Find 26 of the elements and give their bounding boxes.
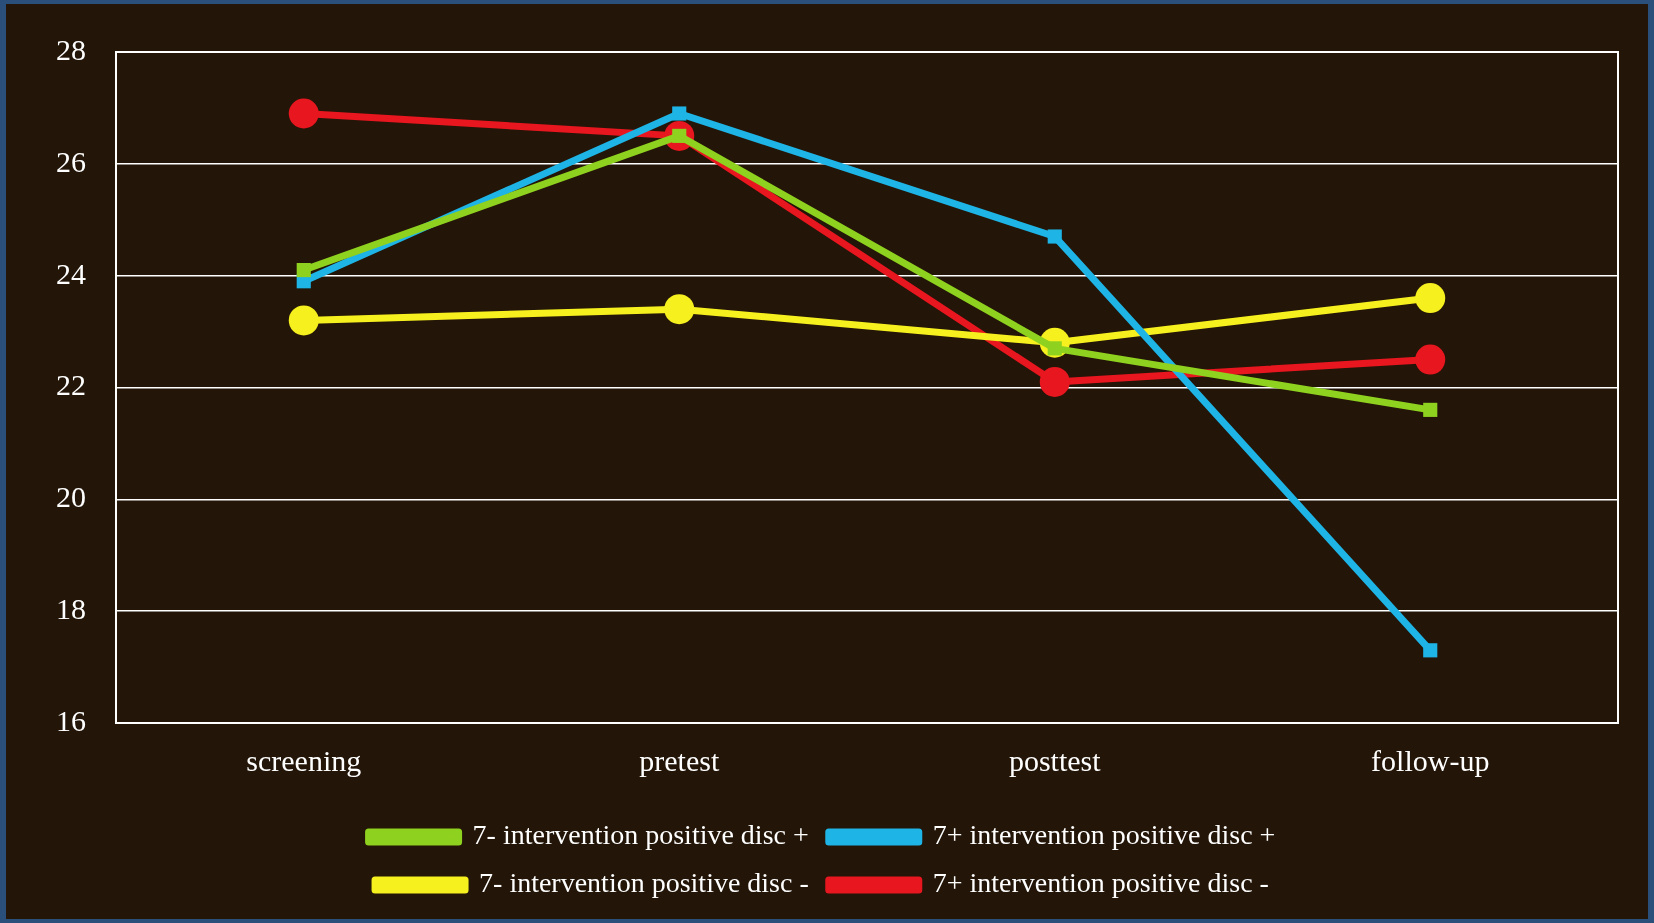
y-tick-label: 18 <box>56 592 86 626</box>
point <box>1415 344 1446 375</box>
point <box>288 305 319 336</box>
legend-label: 7+ intervention positive disc + <box>932 819 1276 851</box>
y-tick-label: 22 <box>56 368 86 402</box>
point <box>1039 366 1070 397</box>
x-tick-label: posttest <box>1008 743 1102 777</box>
point <box>1047 229 1062 244</box>
y-tick-label: 28 <box>56 32 86 66</box>
y-tick-label: 20 <box>56 480 86 514</box>
point <box>296 263 311 278</box>
point <box>664 294 695 325</box>
point <box>1423 402 1438 417</box>
y-tick-label: 24 <box>56 256 86 290</box>
x-tick-label: screening <box>246 743 362 777</box>
point <box>1423 643 1438 658</box>
legend-label: 7+ intervention positive disc - <box>932 867 1269 899</box>
x-tick-label: pretest <box>639 743 720 777</box>
legend-label: 7- intervention positive disc - <box>479 867 809 899</box>
x-tick-label: follow-up <box>1371 743 1490 777</box>
point <box>1415 283 1446 314</box>
point <box>288 98 319 129</box>
y-tick-label: 16 <box>56 703 86 737</box>
y-tick-label: 26 <box>56 144 86 178</box>
legend-label: 7- intervention positive disc + <box>472 819 809 851</box>
point <box>672 106 687 121</box>
